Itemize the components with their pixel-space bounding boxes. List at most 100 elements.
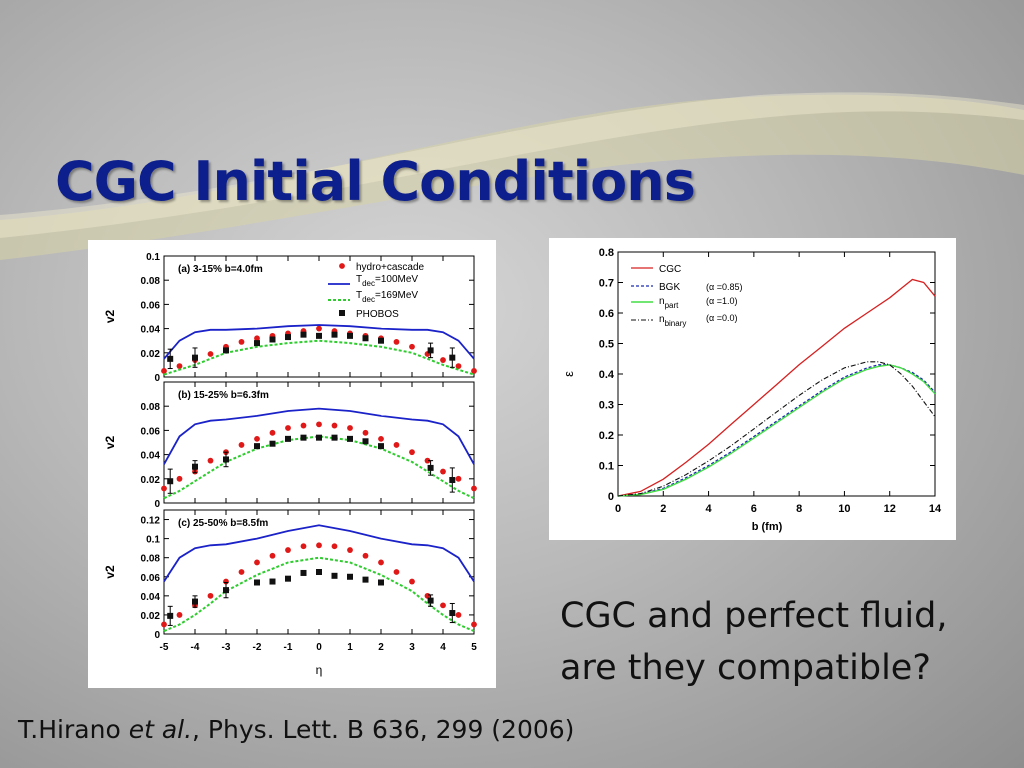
x-tick-label: 6 — [751, 503, 757, 515]
y-tick-label: 0.12 — [141, 516, 161, 527]
legend-label-t169-sub: dec — [362, 295, 375, 304]
data-point-hydro — [176, 612, 183, 618]
y-tick-label: 0.04 — [141, 325, 161, 336]
legend-label-npart-main: n — [659, 296, 665, 307]
data-point-phobos — [269, 336, 276, 343]
chart-panel-2: 0 0.02 0.04 0.06 0.08 0.1 0.12 -5 -4 -3 -2 -1 0 1 2 3 4 5… — [103, 509, 477, 653]
series-line-tdec169mev — [163, 339, 475, 376]
y-tick-label: 0.3 — [599, 400, 614, 412]
data-point-phobos — [449, 610, 456, 617]
legend-label-t169-tail: =169MeV — [375, 290, 418, 301]
data-point-hydro — [238, 569, 245, 575]
legend-label-npart: npart — [659, 296, 679, 310]
data-point-hydro — [176, 363, 183, 370]
data-point-hydro — [285, 547, 291, 553]
y-tick-label: 0.08 — [141, 402, 161, 413]
legend-label-nbinary-main: n — [659, 314, 665, 325]
data-point-hydro — [316, 325, 322, 332]
data-point-hydro — [238, 339, 245, 345]
data-point-hydro — [471, 485, 477, 492]
y-tick-label: 0.1 — [146, 252, 160, 263]
caption-line-2: are they compatible? — [560, 648, 931, 688]
legend-label-phobos: PHOBOS — [356, 309, 399, 320]
y-tick-label: 0.02 — [141, 611, 161, 622]
data-point-hydro — [440, 468, 446, 475]
data-point-phobos — [223, 456, 229, 463]
data-point-hydro — [409, 343, 415, 350]
data-point-phobos — [316, 569, 322, 575]
data-point-hydro — [254, 335, 260, 342]
x-tick-label: -3 — [222, 642, 231, 653]
series-line-tdec169mev — [163, 435, 475, 500]
data-point-phobos — [167, 355, 174, 362]
data-point-hydro — [254, 435, 260, 442]
x-tick-label: 5 — [471, 642, 477, 653]
data-point-phobos — [449, 477, 456, 484]
eccentricity-vs-b-plot: 0 0.1 0.2 0.3 0.4 0.5 0.6 0.7 0.8 0 2 4 6 8 10 12 14 b (f… — [561, 247, 942, 533]
y-tick-label: 0.06 — [141, 573, 161, 584]
data-point-hydro — [440, 357, 446, 363]
x-tick-label: 8 — [796, 503, 802, 515]
citation-etal: et al. — [128, 715, 193, 744]
data-point-hydro — [207, 592, 214, 599]
legend-label-t100: Tdec=100MeV — [356, 274, 418, 288]
y-tick-label: 0.02 — [141, 475, 161, 486]
chart-panel-1: 0 0.02 0.04 0.06 0.08 (b) 15-25% b=6.3fm v2 — [103, 381, 477, 510]
data-point-hydro — [269, 429, 276, 436]
series-line-tdec100mev — [163, 524, 475, 582]
v2-vs-eta-plots: 00.020.040.060.080.1(a) 3-15% b=4.0fmv20… — [103, 252, 477, 677]
x-tick-label: 14 — [929, 503, 942, 515]
legend-label-cgc: CGC — [659, 264, 681, 275]
data-point-hydro — [455, 363, 462, 370]
y-axis-label: v2 — [103, 436, 117, 450]
citation: T.Hirano et al., Phys. Lett. B 636, 299 … — [18, 715, 574, 744]
data-point-phobos — [300, 331, 307, 338]
data-point-hydro — [300, 422, 307, 429]
y-tick-label: 0.1 — [599, 461, 614, 473]
legend-alpha-nbinary: (α =0.0) — [706, 313, 737, 323]
y-tick-label: 0.7 — [599, 278, 614, 290]
eccentricity-figure: 0 0.1 0.2 0.3 0.4 0.5 0.6 0.7 0.8 0 2 4 6 8 10 12 14 b (f… — [549, 238, 956, 540]
data-point-hydro — [362, 552, 369, 559]
x-axis-label: b (fm) — [752, 521, 783, 533]
data-point-phobos — [254, 443, 260, 450]
legend-label-t169: Tdec=169MeV — [356, 290, 418, 304]
y-tick-label: 0.02 — [141, 349, 161, 360]
x-tick-label: -5 — [160, 642, 169, 653]
v2-vs-eta-figure: 0 0.02 0.04 0.06 0.08 0.1 (a) 3-15% b=4.0fm v2 0… — [88, 240, 496, 688]
data-point-hydro — [424, 457, 431, 464]
data-point-phobos — [269, 440, 276, 447]
data-point-hydro — [347, 425, 353, 431]
data-point-phobos — [254, 340, 260, 347]
swoosh-band — [0, 94, 1024, 260]
data-point-hydro — [269, 552, 276, 559]
data-point-hydro — [285, 425, 291, 431]
y-tick-label: 0.08 — [141, 276, 161, 287]
data-point-hydro — [440, 602, 446, 609]
y-axis-label: v2 — [103, 310, 117, 324]
panel-title: (b) 15-25% b=6.3fm — [178, 390, 269, 401]
data-point-phobos — [331, 331, 338, 338]
data-point-hydro — [161, 621, 167, 628]
data-point-hydro — [331, 543, 338, 550]
x-tick-label: 4 — [706, 503, 713, 515]
y-tick-label: 0 — [154, 630, 160, 641]
legend-label-bgk: BGK — [659, 282, 680, 293]
chart-panel-0: 0 0.02 0.04 0.06 0.08 0.1 (a) 3-15% b=4.0fm v2 — [103, 252, 477, 384]
y-tick-label: 0.1 — [146, 535, 160, 546]
y-axis-label: v2 — [103, 565, 117, 579]
data-point-phobos — [362, 576, 369, 583]
x-tick-label: 10 — [838, 503, 850, 515]
series-line-tdec100mev — [163, 324, 475, 360]
data-point-hydro — [207, 457, 214, 464]
y-tick-label: 0.04 — [141, 451, 161, 462]
data-point-phobos — [331, 572, 338, 579]
y-tick-label: 0 — [154, 499, 160, 510]
data-point-phobos — [300, 434, 307, 441]
data-point-phobos — [254, 579, 260, 586]
x-tick-label: -2 — [253, 642, 262, 653]
legend-swatch-hydro — [339, 263, 345, 269]
citation-author: T.Hirano — [18, 715, 129, 744]
